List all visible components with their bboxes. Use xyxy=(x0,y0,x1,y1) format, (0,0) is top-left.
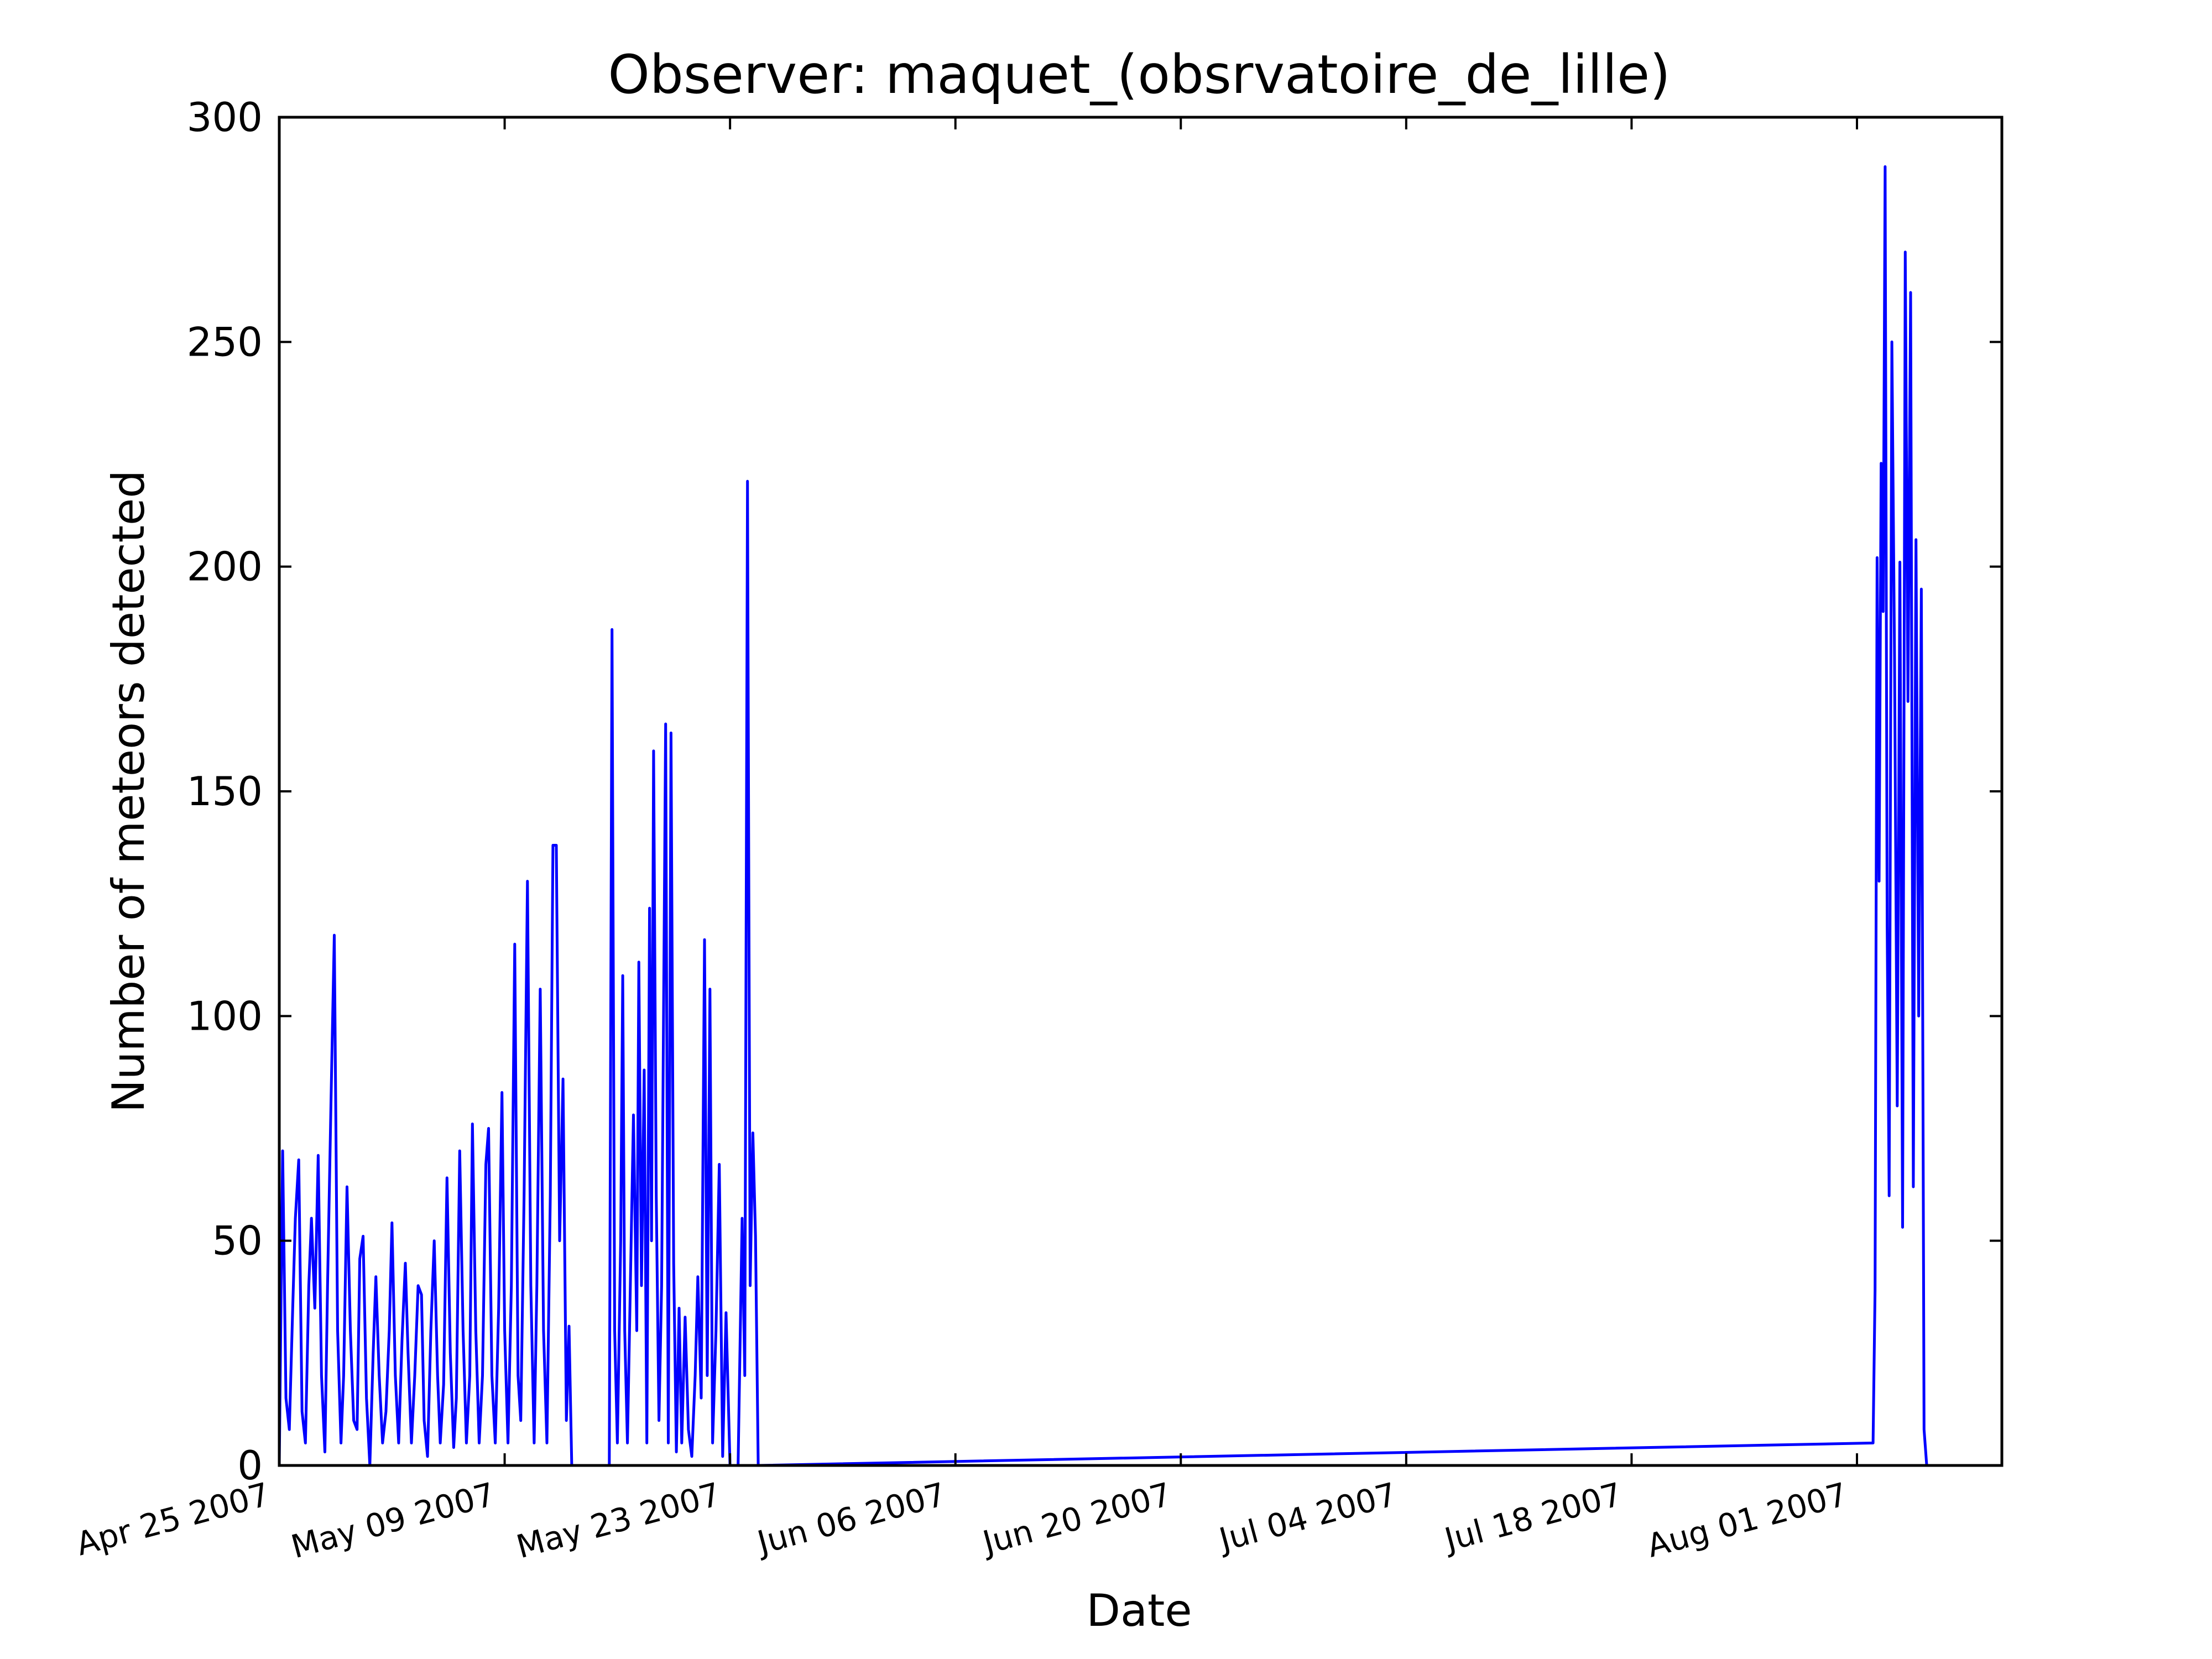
plot-background xyxy=(279,117,2002,1465)
y-tick-label: 250 xyxy=(187,319,263,365)
y-tick-label: 150 xyxy=(187,768,263,815)
x-axis-title: Date xyxy=(1086,1585,1192,1636)
series-line-0 xyxy=(278,165,1928,1467)
y-tick-label: 0 xyxy=(237,1442,263,1489)
chart-title: Observer: maquet_(obsrvatoire_de_lille) xyxy=(608,44,1670,106)
y-tick-label: 100 xyxy=(187,993,263,1039)
y-tick-label: 300 xyxy=(187,94,263,140)
y-tick-label: 50 xyxy=(212,1218,263,1264)
y-tick-label: 200 xyxy=(187,544,263,590)
plot-area xyxy=(278,116,2004,1467)
y-axis-ticks: 0 50 100 150 200 250 300 xyxy=(187,94,2002,1489)
series-layer xyxy=(278,165,1928,1467)
y-axis-title: Number of meteors detected xyxy=(103,470,154,1113)
